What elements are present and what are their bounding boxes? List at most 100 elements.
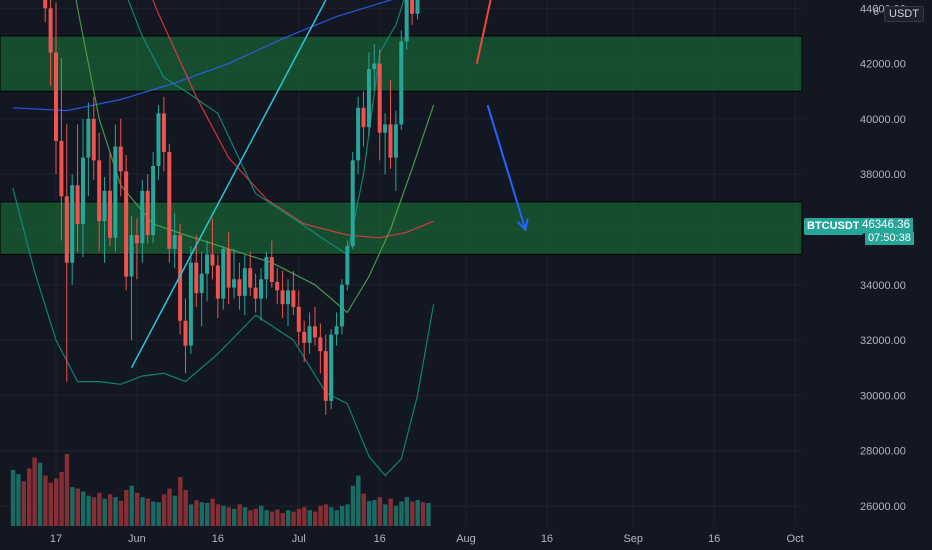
candle-body <box>280 290 285 305</box>
currency-label[interactable]: USDT <box>884 6 924 22</box>
volume-bar <box>302 507 307 526</box>
candle-body <box>377 63 382 133</box>
volume-bar <box>113 497 118 526</box>
candle-body <box>107 190 112 238</box>
bb-upper-line <box>127 0 405 256</box>
volume-bar <box>232 508 237 526</box>
blue-ma-line <box>12 0 393 112</box>
volume-bar <box>91 497 97 526</box>
volume-bar <box>118 500 124 526</box>
candle-body <box>91 118 96 161</box>
volume-bar <box>237 504 242 526</box>
volume-bar <box>388 498 393 526</box>
candle-body <box>393 124 398 158</box>
price-tick-label: 30000.00 <box>860 390 906 402</box>
candle-body <box>97 160 102 222</box>
volume-bar <box>134 492 140 526</box>
candle-body <box>59 141 64 197</box>
volume-bar <box>420 502 426 526</box>
volume-bar <box>410 501 415 526</box>
volume-bar <box>102 498 107 526</box>
candle-body <box>372 63 377 70</box>
candlesticks <box>43 0 420 415</box>
candle-body <box>43 0 48 9</box>
volume-bar <box>393 505 399 526</box>
volume-bar <box>383 504 388 526</box>
candle-body <box>199 273 204 294</box>
volume-bar <box>312 511 318 526</box>
candle-body <box>237 279 242 296</box>
time-tick-label: 16 <box>708 533 720 545</box>
trendline <box>130 0 327 369</box>
candle-body <box>296 306 301 332</box>
volume-bar <box>329 507 334 526</box>
volume-bar <box>194 500 199 526</box>
candle-body <box>399 41 404 125</box>
candle-body <box>318 337 323 352</box>
candle-body <box>70 185 75 263</box>
volume-bar <box>188 504 194 526</box>
price-tick-label: 34000.00 <box>860 280 906 292</box>
candle-body <box>334 326 339 335</box>
time-axis[interactable]: 17 Jun 16 Jul 16 Aug 16 Sep 16 Oct <box>50 533 804 545</box>
price-tick-label: 26000.00 <box>860 501 906 513</box>
candle-body <box>151 165 156 236</box>
volume-bar <box>323 504 329 526</box>
candle-body <box>205 254 210 274</box>
volume-bar <box>97 492 102 526</box>
candle-body <box>339 284 344 327</box>
candle-body <box>102 190 107 222</box>
volume-bar <box>54 478 59 526</box>
volume-bar <box>75 488 80 526</box>
volume-bar <box>64 454 70 526</box>
last-price-tag: BTCUSDT 46346.36 07:50:38 <box>804 218 928 246</box>
candle-body <box>86 118 91 158</box>
bb-lower-line <box>12 187 435 477</box>
volume-bar <box>339 505 345 526</box>
volume-bar <box>404 497 410 526</box>
volume-bar <box>161 494 167 526</box>
candle-body <box>248 268 253 288</box>
candle-body <box>345 246 350 285</box>
candle-body <box>264 257 269 280</box>
candle-body <box>259 279 264 299</box>
volume-bar <box>215 504 221 526</box>
price-tick-label: 38000.00 <box>860 169 906 181</box>
volume-bar <box>356 475 361 526</box>
candle-body <box>113 146 118 238</box>
support-zone <box>0 201 803 255</box>
volume-bar <box>59 472 64 526</box>
volume-bar <box>178 477 183 526</box>
volume-bar <box>86 495 91 526</box>
candle-body <box>124 171 129 277</box>
volume-bars <box>10 454 431 526</box>
candle-body <box>226 248 231 288</box>
candle-body <box>291 290 296 307</box>
candle-body <box>307 326 312 343</box>
candle-body <box>329 334 334 401</box>
volume-bar <box>210 498 215 526</box>
candle-body <box>140 190 145 244</box>
candle-body <box>404 0 409 42</box>
volume-bar <box>16 474 21 526</box>
last-price-value: 46346.36 <box>859 218 913 233</box>
price-tick-label: 40000.00 <box>860 114 906 126</box>
candle-body <box>188 262 193 346</box>
candle-body <box>145 190 150 236</box>
volume-bar <box>145 498 151 526</box>
price-tick-label: 32000.00 <box>860 335 906 347</box>
candle-body <box>302 331 307 343</box>
volume-bar <box>275 509 280 526</box>
volume-bar <box>426 502 431 526</box>
volume-bar <box>280 513 285 526</box>
volume-bar <box>366 500 372 526</box>
volume-bar <box>307 510 312 526</box>
candle-body <box>134 235 139 244</box>
volume-bar <box>27 468 32 526</box>
volume-bar <box>415 500 420 526</box>
volume-bar <box>226 507 232 526</box>
time-tick-label: 16 <box>541 533 553 545</box>
candle-body <box>167 152 172 249</box>
candle-body <box>75 185 80 224</box>
